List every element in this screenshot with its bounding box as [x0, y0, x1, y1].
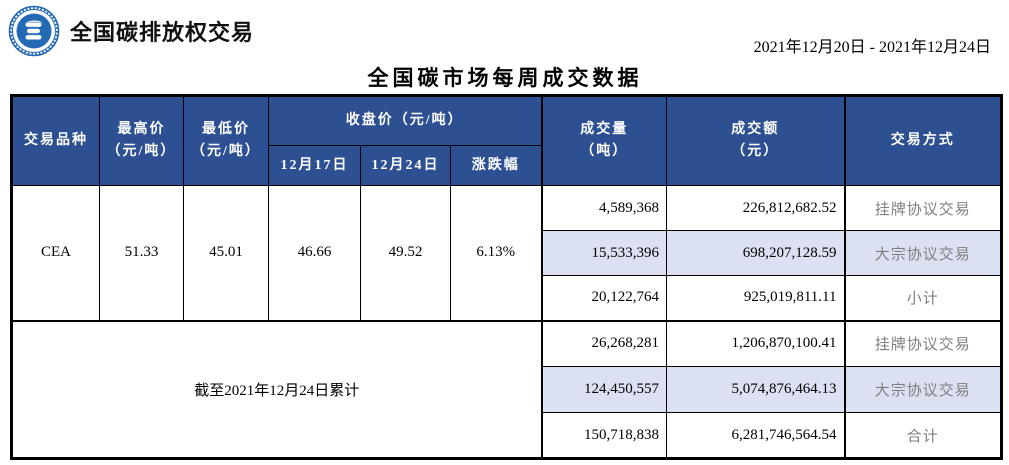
carbon-exchange-logo-icon — [8, 5, 60, 57]
col-header-close-dec24: 12月24日 — [360, 145, 451, 186]
col-header-close-group: 收盘价（元/吨） — [268, 95, 542, 146]
page-header: 全国碳排放权交易 2021年12月20日 - 2021年12月24日 — [0, 0, 1009, 60]
cell-turnover: 925,019,811.11 — [666, 275, 845, 321]
cell-method: 大宗协议交易 — [843, 230, 1002, 276]
cell-volume: 20,122,764 — [540, 275, 667, 321]
col-header-high: 最高价 （元/吨） — [99, 95, 184, 186]
cell-turnover: 226,812,682.52 — [666, 185, 845, 231]
col-header-product: 交易品种 — [11, 95, 100, 186]
col-header-low: 最低价 （元/吨） — [183, 95, 269, 186]
table-row: 150,718,838 6,281,746,564.54 合计 — [12, 412, 1002, 459]
cell-volume: 15,533,396 — [540, 230, 667, 276]
table-row: 截至2021年12月24日累计 26,268,281 1,206,870,100… — [11, 319, 1002, 459]
col-header-turnover: 成交额 （元） — [666, 95, 845, 186]
cell-volume: 150,718,838 — [540, 412, 667, 459]
brand-title: 全国碳排放权交易 — [70, 20, 255, 45]
col-header-change: 涨跌幅 — [450, 145, 542, 186]
cell-turnover: 5,074,876,464.13 — [666, 366, 845, 413]
cell-turnover: 698,207,128.59 — [666, 230, 845, 276]
cell-volume: 26,268,281 — [540, 319, 667, 367]
cell-method: 挂牌协议交易 — [843, 319, 1002, 367]
weekly-trading-table: 交易品种 最高价 （元/吨） 最低价 （元/吨） 收盘价（元/吨） 成交量 （吨… — [10, 94, 1003, 460]
cell-cumulative-label: 截至2021年12月24日累计 — [11, 319, 542, 459]
brand: 全国碳排放权交易 — [8, 5, 254, 57]
col-header-method: 交易方式 — [843, 95, 1002, 186]
cell-turnover: 1,206,870,100.41 — [666, 319, 845, 367]
cell-method: 合计 — [843, 412, 1002, 459]
cell-product: CEA — [11, 185, 100, 321]
cell-low: 45.01 — [183, 185, 269, 321]
table-row: CEA 51.33 45.01 46.66 49.52 6.13% 4,589,… — [11, 185, 1002, 321]
page-title: 全国碳市场每周成交数据 — [367, 66, 643, 90]
table-row: 20,122,764 925,019,811.11 小计 — [12, 275, 1002, 321]
col-header-close-dec17: 12月17日 — [268, 145, 361, 186]
cell-volume: 4,589,368 — [540, 185, 667, 231]
report-date-range: 2021年12月20日 - 2021年12月24日 — [753, 39, 991, 56]
cell-change: 6.13% — [450, 185, 542, 321]
cell-method: 小计 — [843, 275, 1002, 321]
cell-turnover: 6,281,746,564.54 — [666, 412, 845, 459]
col-header-volume: 成交量 （吨） — [540, 95, 667, 186]
cell-high: 51.33 — [99, 185, 184, 321]
cell-close-dec24: 49.52 — [360, 185, 451, 321]
cell-volume: 124,450,557 — [540, 366, 667, 413]
cell-close-dec17: 46.66 — [268, 185, 361, 321]
cell-method: 大宗协议交易 — [843, 366, 1002, 413]
cell-method: 挂牌协议交易 — [843, 185, 1002, 231]
table-row: 124,450,557 5,074,876,464.13 大宗协议交易 — [12, 366, 1002, 413]
